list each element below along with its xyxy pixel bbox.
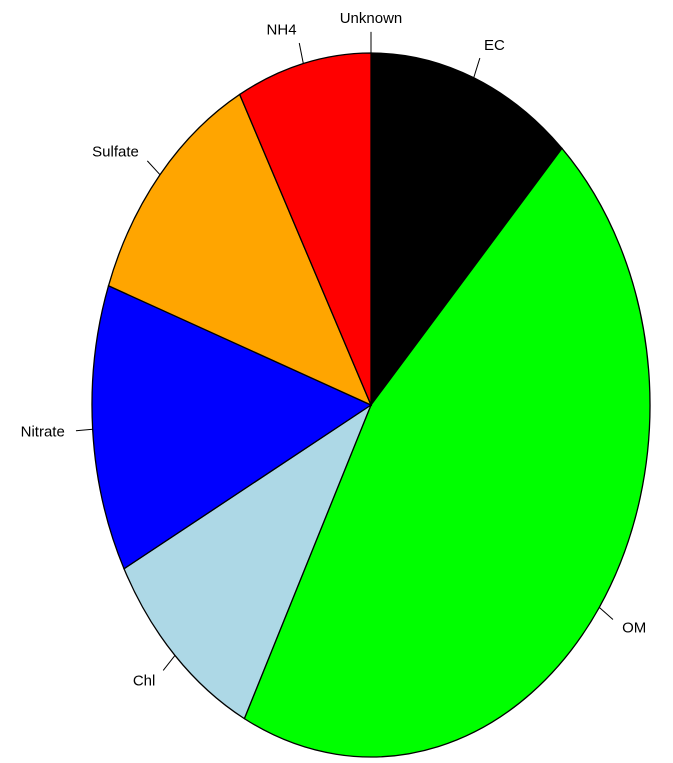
slice-label-om: OM xyxy=(622,620,646,637)
label-tick-nh4 xyxy=(298,42,304,64)
label-tick-nitrate xyxy=(75,428,93,432)
pie-slice-chl xyxy=(123,403,373,720)
slice-label-nitrate: Nitrate xyxy=(21,424,65,441)
pie-slice-sulfate xyxy=(107,93,373,407)
pie-slice-om xyxy=(243,147,651,758)
slice-label-sulfate: Sulfate xyxy=(92,144,139,161)
pie-slice-nitrate xyxy=(91,284,373,570)
label-tick-chl xyxy=(162,655,176,671)
slice-label-nh4: NH4 xyxy=(267,21,297,38)
slice-label-ec: EC xyxy=(484,37,505,54)
pie-slice-ec xyxy=(370,52,563,407)
label-tick-om xyxy=(598,607,614,620)
label-tick-ec xyxy=(473,57,481,78)
slice-label-unknown: Unknown xyxy=(340,10,403,27)
label-tick-sulfate xyxy=(146,160,161,176)
slice-label-chl: Chl xyxy=(133,673,156,690)
